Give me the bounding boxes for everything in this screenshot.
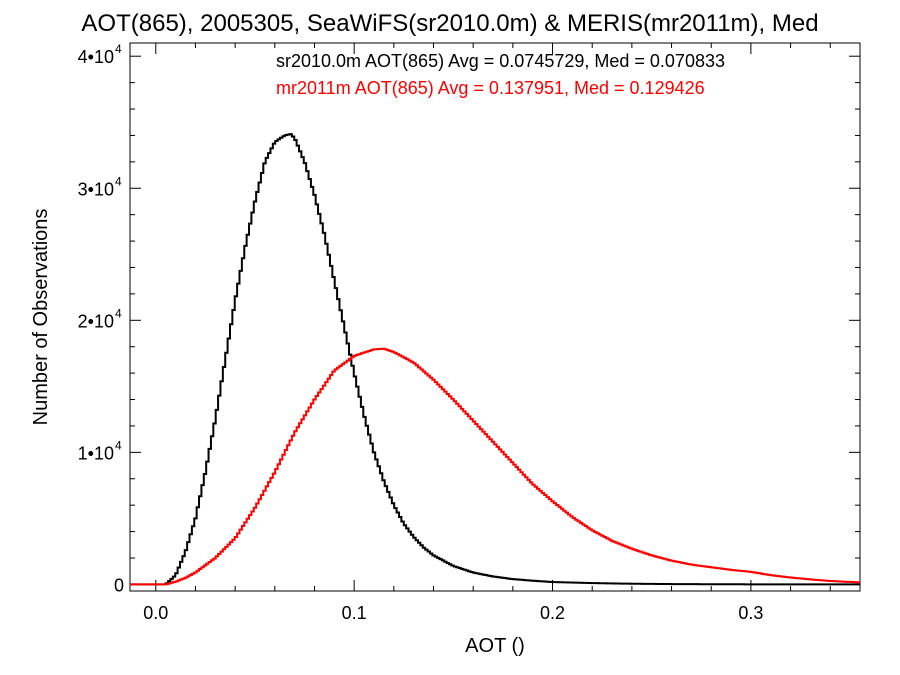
x-tick-label: 0.3 [738,603,763,623]
y-tick-exponent: 4 [115,438,122,452]
plot-frame [129,42,861,592]
y-tick-exponent: 4 [115,306,122,320]
y-tick-label: 3•10 [78,179,114,199]
series-layer [130,133,860,586]
y-axis-label: Number of Observations [30,209,52,426]
x-tick-label: 0.2 [540,603,565,623]
series-mr2011m-line [130,347,860,586]
chart-title: AOT(865), 2005305, SeaWiFS(sr2010.0m) & … [81,10,818,37]
axis-tick-labels: 0.0 0.1 0.2 0.301•10 42•10 43•10 44•10 4 [78,42,764,623]
y-tick-exponent: 4 [115,174,122,188]
y-tick-label: 1•10 [78,443,114,463]
series-sr2010.0m-line [130,133,860,586]
x-tick-label: 0.0 [143,603,168,623]
y-tick-label: 2•10 [78,311,114,331]
x-axis-label: AOT () [465,635,525,657]
legend-entry-sr2010: sr2010.0m AOT(865) Avg = 0.0745729, Med … [276,51,725,71]
x-tick-label: 0.1 [342,603,367,623]
y-tick-label: 0 [114,575,124,595]
y-tick-exponent: 4 [115,42,122,56]
axis-ticks [130,43,860,591]
legend-entry-mr2011: mr2011m AOT(865) Avg = 0.137951, Med = 0… [276,78,705,98]
y-tick-label: 4•10 [78,47,114,67]
